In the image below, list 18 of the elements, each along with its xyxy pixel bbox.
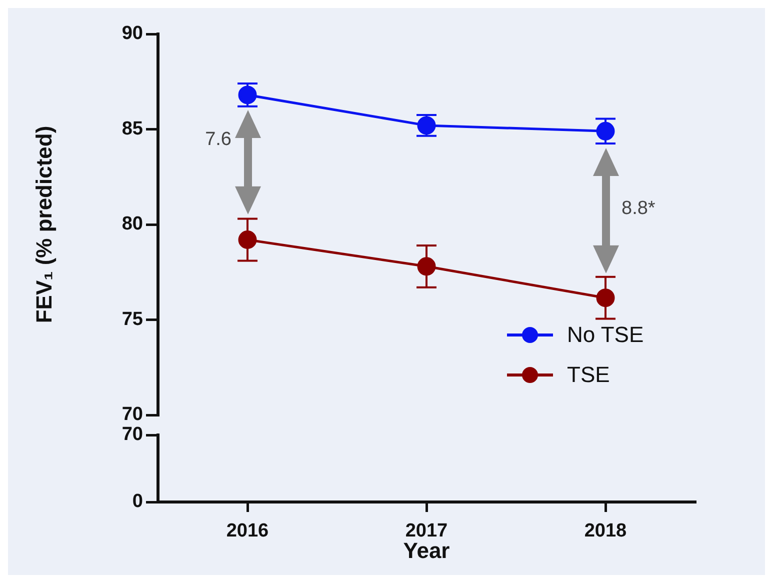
- y-tick-label: 0: [132, 491, 143, 512]
- point: [417, 257, 436, 276]
- y-tick-label: 70: [122, 404, 143, 426]
- legend-label: TSE: [567, 362, 610, 388]
- y-tick-label: 85: [122, 118, 144, 140]
- annotation: 8.8*: [622, 198, 656, 220]
- y-axis-title: FEV₁ (% predicted): [31, 126, 56, 324]
- y-tick-label: 90: [122, 23, 143, 44]
- point: [596, 288, 615, 308]
- x-tick-label: 2018: [584, 520, 627, 542]
- y-tick-label: 70: [122, 424, 143, 446]
- y-tick-label: 80: [122, 214, 143, 235]
- y-tick-label: 75: [122, 308, 144, 330]
- point: [596, 122, 615, 140]
- x-tick-label: 2016: [226, 520, 269, 542]
- annotation: 7.6: [205, 128, 232, 151]
- point: [238, 230, 257, 249]
- legend-label: No TSE: [567, 322, 644, 348]
